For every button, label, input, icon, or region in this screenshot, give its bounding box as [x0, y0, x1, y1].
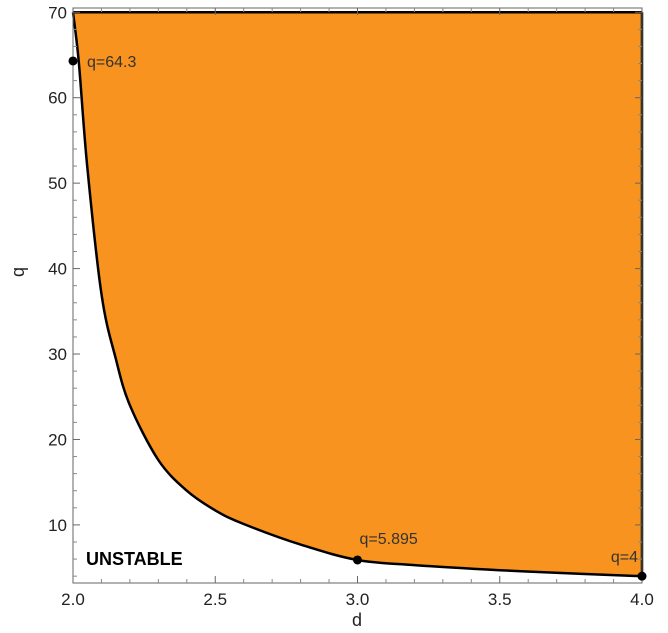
x-tick-label: 2.0: [61, 590, 85, 609]
point-marker: [637, 571, 647, 581]
y-tick-label: 50: [48, 174, 67, 193]
y-tick-label: 70: [48, 3, 67, 22]
x-tick-label: 4.0: [630, 590, 654, 609]
point-marker: [68, 56, 78, 66]
point-label: q=64.3: [87, 54, 136, 71]
y-tick-label: 40: [48, 260, 67, 279]
boundary-curve: [71, 12, 643, 578]
point-marker: [353, 555, 362, 565]
point-label: q=4: [611, 549, 638, 566]
x-tick-label: 3.0: [346, 590, 370, 609]
unstable-complement-fill: [73, 12, 642, 577]
x-tick-label: 2.5: [203, 590, 227, 609]
y-tick-label: 20: [48, 430, 67, 449]
axis-ticks: 2.0 2.5 3.0 3.5 4.0 10 20 30 40 50 60 70: [48, 3, 654, 609]
y-tick-label: 30: [48, 345, 67, 364]
x-tick-label: 3.5: [488, 590, 512, 609]
y-axis-label: q: [8, 267, 28, 277]
y-tick-label: 60: [48, 89, 67, 108]
y-tick-label: 10: [48, 516, 67, 535]
point-label: q=5.895: [360, 531, 418, 548]
unstable-region-label: UNSTABLE: [86, 549, 183, 569]
marked-points: q=64.3 q=5.895 q=4: [68, 54, 647, 581]
x-axis-label: d: [352, 610, 362, 630]
